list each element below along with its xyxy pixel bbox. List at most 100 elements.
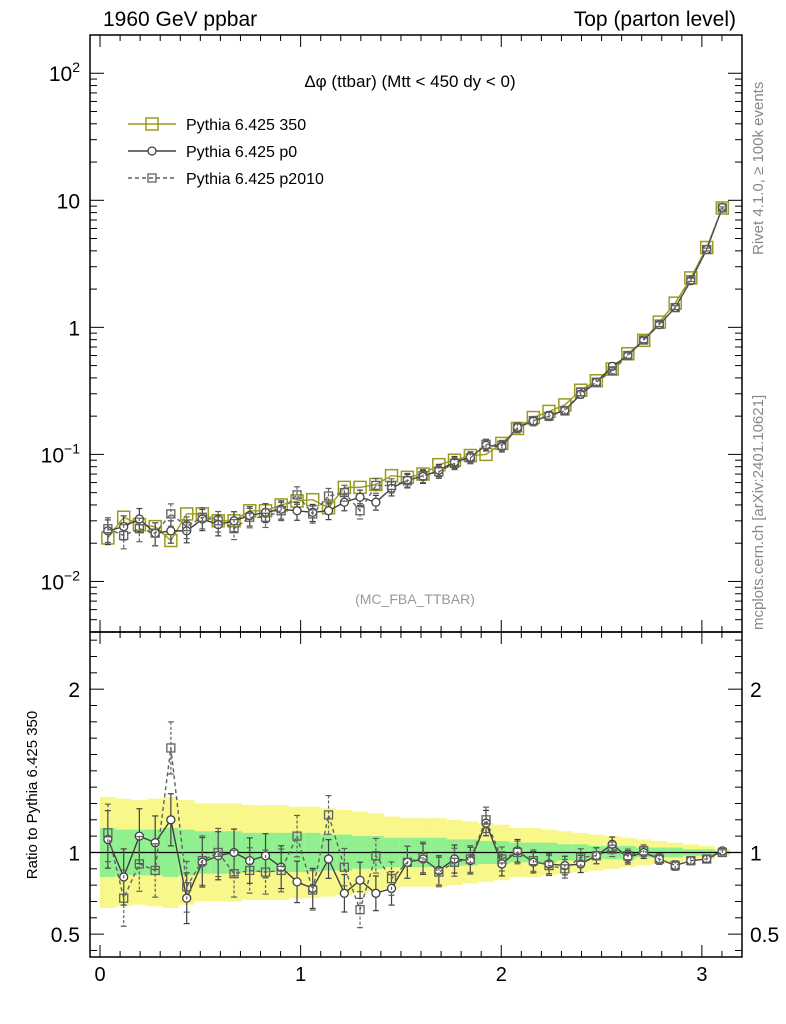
data-point bbox=[292, 490, 302, 500]
ratio-tick-label-left: 1 bbox=[68, 842, 80, 865]
ratio-point bbox=[339, 862, 350, 872]
ratio-point bbox=[449, 857, 460, 867]
data-point bbox=[715, 201, 730, 215]
data-point bbox=[323, 491, 334, 501]
legend-marker-0 bbox=[145, 117, 159, 131]
ratio-point bbox=[576, 852, 586, 863]
data-point bbox=[371, 497, 381, 507]
data-point bbox=[182, 521, 192, 532]
ratio-frame bbox=[89, 631, 743, 958]
data-point bbox=[166, 509, 176, 519]
ratio-tick-label-right: 1 bbox=[750, 842, 762, 865]
ratio-point bbox=[528, 855, 539, 866]
ratio-point bbox=[323, 810, 334, 820]
data-point bbox=[576, 387, 586, 397]
data-point bbox=[119, 530, 129, 541]
data-point bbox=[260, 512, 271, 522]
ratio-point bbox=[134, 859, 145, 869]
series-line-1 bbox=[107, 207, 723, 534]
y-tick-label-1e-1: 10−1 bbox=[41, 440, 81, 467]
ratio-point bbox=[386, 873, 397, 884]
ratio-tick-label-right: 2 bbox=[750, 679, 762, 702]
data-point bbox=[702, 244, 712, 255]
ratio-point bbox=[119, 893, 129, 903]
ratio-point bbox=[323, 854, 334, 864]
data-point bbox=[686, 275, 696, 285]
ratio-point bbox=[213, 847, 223, 858]
ratio-point bbox=[339, 888, 350, 898]
ratio-point bbox=[623, 851, 633, 861]
ratio-point bbox=[229, 869, 239, 879]
y-tick-label-1e-2: 10−2 bbox=[41, 567, 81, 594]
legend-label-2: Pythia 6.425 p2010 bbox=[186, 171, 324, 188]
data-point bbox=[636, 333, 651, 348]
ratio-point bbox=[686, 855, 696, 866]
data-point bbox=[355, 506, 365, 516]
data-point bbox=[434, 467, 444, 477]
ratio-point bbox=[654, 854, 664, 864]
ratio-point bbox=[371, 851, 381, 861]
ratio-point bbox=[371, 888, 381, 898]
legend-label-1: Pythia 6.425 p0 bbox=[186, 144, 297, 161]
legend-marker-1 bbox=[147, 146, 157, 156]
ratio-point bbox=[607, 844, 617, 854]
analysis-watermark: (MC_FBA_TTBAR) bbox=[355, 591, 475, 607]
legend-marker-2 bbox=[147, 173, 157, 183]
data-point bbox=[512, 423, 523, 433]
ratio-point bbox=[481, 815, 491, 825]
ratio-point bbox=[402, 857, 413, 867]
y-tick-label-1e2: 102 bbox=[49, 59, 80, 86]
data-point bbox=[465, 453, 476, 463]
header-left: 1960 GeV ppbar bbox=[103, 8, 258, 31]
x-tick-label: 3 bbox=[696, 964, 707, 986]
ratio-point bbox=[465, 854, 476, 864]
ratio-point bbox=[591, 851, 602, 861]
ratio-point bbox=[150, 865, 160, 876]
ratio-point bbox=[276, 865, 286, 876]
ratio-point bbox=[560, 864, 570, 874]
data-point bbox=[654, 319, 664, 329]
data-point bbox=[591, 377, 602, 387]
data-point bbox=[607, 366, 617, 376]
y-tick-label-1: 1 bbox=[68, 317, 80, 340]
data-point bbox=[386, 480, 397, 491]
data-point bbox=[418, 471, 428, 481]
ratio-tick-label-right: 0.5 bbox=[750, 924, 779, 947]
data-point bbox=[717, 203, 727, 213]
x-tick-label: 1 bbox=[295, 964, 306, 986]
data-point bbox=[623, 350, 633, 361]
ratio-point bbox=[544, 860, 554, 871]
series-line-2 bbox=[107, 207, 723, 537]
data-point bbox=[639, 335, 649, 345]
ratio-point bbox=[512, 847, 523, 858]
ratio-line-0 bbox=[107, 818, 723, 901]
data-point bbox=[245, 512, 255, 522]
data-point bbox=[544, 411, 554, 421]
data-point bbox=[371, 480, 381, 491]
ratio-point bbox=[355, 904, 365, 915]
ratio-line-1 bbox=[107, 747, 723, 912]
data-point bbox=[528, 416, 539, 426]
ratio-point bbox=[702, 854, 712, 864]
data-point bbox=[323, 506, 334, 516]
data-point bbox=[179, 507, 194, 521]
ratio-axis-label: Ratio to Pythia 6.425 350 bbox=[24, 711, 41, 879]
data-point bbox=[560, 406, 570, 416]
data-point bbox=[339, 497, 350, 507]
ratio-point bbox=[182, 882, 192, 892]
data-point bbox=[134, 524, 145, 534]
ratio-point bbox=[434, 867, 444, 877]
data-point bbox=[166, 526, 176, 536]
data-point bbox=[103, 524, 113, 534]
chart-title: Δφ (ttbar) (Mtt < 450 dy < 0) bbox=[304, 72, 515, 91]
ratio-point bbox=[670, 860, 680, 871]
data-point bbox=[497, 440, 507, 450]
ratio-point bbox=[166, 743, 176, 753]
data-point bbox=[150, 528, 160, 538]
data-point bbox=[276, 506, 286, 516]
data-point bbox=[355, 492, 365, 502]
data-point bbox=[339, 487, 350, 498]
ratio-point bbox=[292, 877, 302, 887]
data-point bbox=[481, 439, 491, 449]
